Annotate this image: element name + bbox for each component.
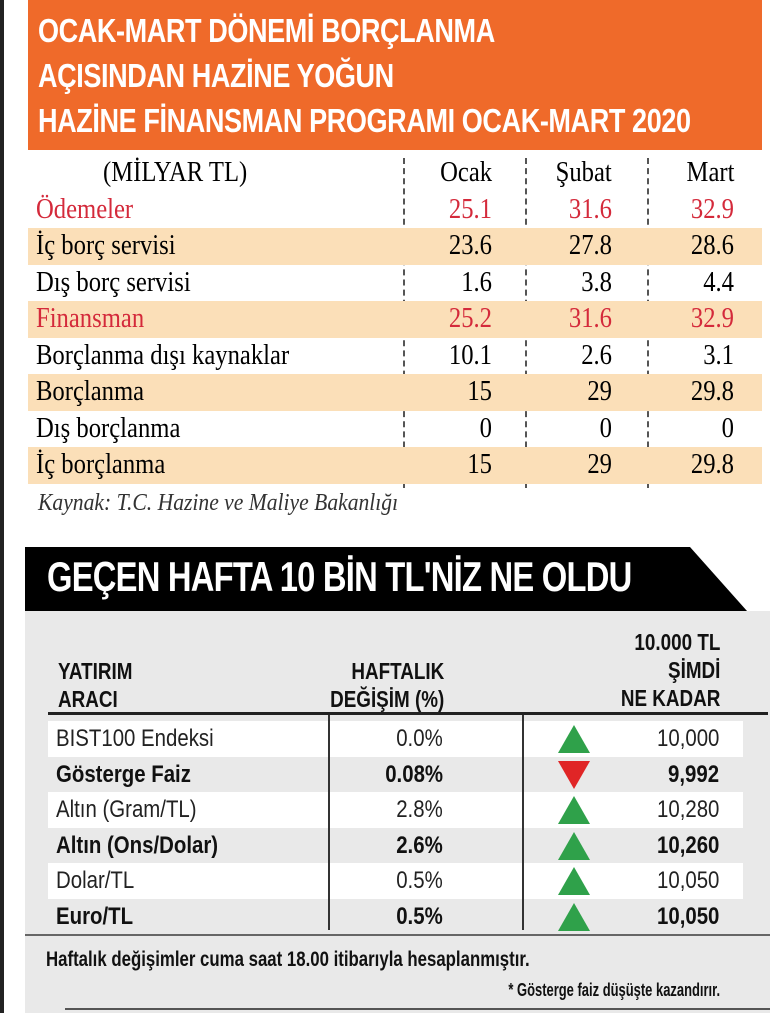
cell-value: 29.8 bbox=[690, 449, 734, 480]
column-header: Şubat bbox=[555, 157, 612, 188]
unit-label: (MİLYAR TL) bbox=[103, 157, 248, 188]
header-line-3: HAZİNE FİNANSMAN PROGRAMI OCAK-MART 2020 bbox=[38, 102, 691, 139]
current-value: 10,260 bbox=[656, 831, 719, 859]
financing-table: (MİLYAR TL) Ocak Şubat Mart Ödemeler 25.1… bbox=[28, 155, 762, 484]
footnote: * Gösterge faiz düşüşte kazandırır. bbox=[508, 980, 720, 1000]
cell-value: 0 bbox=[721, 412, 734, 444]
table-row: Ödemeler 25.1 31.6 32.9 bbox=[28, 192, 762, 229]
instrument-name: Altın (Ons/Dolar) bbox=[56, 831, 219, 859]
row-label: Borçlanma dışı kaynaklar bbox=[36, 339, 290, 371]
cell-value: 29 bbox=[587, 376, 612, 407]
header-line-1: OCAK-MART DÖNEMİ BORÇLANMA bbox=[38, 12, 495, 49]
table-row: Altın (Gram/TL) 2.8% 10,280 bbox=[48, 792, 743, 828]
instrument-name: BIST100 Endeksi bbox=[56, 725, 214, 752]
cell-value: 23.6 bbox=[448, 230, 492, 261]
row-label: Dış borç servisi bbox=[36, 266, 191, 298]
cell-value: 3.8 bbox=[581, 266, 612, 298]
weekly-change: 0.5% bbox=[396, 867, 443, 894]
weekly-change: 2.6% bbox=[396, 831, 443, 859]
cell-value: 15 bbox=[467, 376, 492, 407]
instrument-name: Gösterge Faiz bbox=[56, 760, 191, 788]
table-row: Finansman 25.2 31.6 32.9 bbox=[28, 301, 762, 338]
table-row: Euro/TL 0.5% 10,050 bbox=[48, 899, 743, 935]
column-header: Ocak bbox=[440, 157, 492, 188]
down-arrow-icon bbox=[558, 760, 590, 789]
up-arrow-icon bbox=[558, 796, 590, 824]
source-note: Kaynak: T.C. Hazine ve Maliye Bakanlığı bbox=[38, 490, 399, 516]
column-header: Mart bbox=[686, 157, 734, 188]
weekly-change: 0.0% bbox=[396, 725, 443, 752]
weekly-change: 0.5% bbox=[396, 902, 443, 930]
section-title: GEÇEN HAFTA 10 BİN TL'NİZ NE OLDU bbox=[47, 553, 632, 600]
cell-value: 29 bbox=[587, 449, 612, 480]
cell-value: 31.6 bbox=[568, 303, 612, 334]
up-arrow-icon bbox=[558, 867, 590, 895]
header-rule bbox=[48, 712, 768, 715]
row-label: İç borç servisi bbox=[36, 230, 176, 261]
cell-value: 27.8 bbox=[568, 230, 612, 261]
row-label: Finansman bbox=[36, 303, 145, 334]
cell-value: 32.9 bbox=[690, 303, 734, 334]
instrument-name: Euro/TL bbox=[56, 902, 134, 930]
cell-value: 0 bbox=[479, 412, 492, 444]
current-value: 10,050 bbox=[656, 902, 719, 930]
table-row: BIST100 Endeksi 0.0% 10,000 bbox=[48, 721, 743, 757]
cell-value: 32.9 bbox=[690, 193, 734, 225]
cell-value: 0 bbox=[599, 412, 612, 444]
current-value: 9,992 bbox=[667, 760, 719, 788]
current-value: 10,050 bbox=[656, 867, 719, 894]
up-arrow-icon bbox=[558, 902, 590, 931]
row-label: Ödemeler bbox=[36, 193, 134, 225]
table-row: Borçlanma dışı kaynaklar 10.1 2.6 3.1 bbox=[28, 338, 762, 375]
cell-value: 2.6 bbox=[581, 339, 612, 371]
table-row: İç borçlanma 15 29 29.8 bbox=[28, 447, 762, 484]
row-label: Borçlanma bbox=[36, 376, 145, 407]
up-arrow-icon bbox=[558, 831, 590, 860]
row-label: İç borçlanma bbox=[36, 449, 166, 480]
cell-value: 1.6 bbox=[461, 266, 492, 298]
bottom-rule bbox=[65, 1008, 770, 1010]
calculation-note: Haftalık değişimler cuma saat 18.00 itib… bbox=[46, 948, 530, 971]
cell-value: 31.6 bbox=[568, 193, 612, 225]
row-label: Dış borçlanma bbox=[36, 412, 181, 444]
table-row: Gösterge Faiz 0.08% 9,992 bbox=[48, 757, 743, 793]
cell-value: 4.4 bbox=[703, 266, 734, 298]
cell-value: 29.8 bbox=[690, 376, 734, 407]
table-row: Dış borç servisi 1.6 3.8 4.4 bbox=[28, 265, 762, 302]
table-row: İç borç servisi 23.6 27.8 28.6 bbox=[28, 228, 762, 265]
current-value: 10,280 bbox=[656, 796, 719, 823]
section-banner: GEÇEN HAFTA 10 BİN TL'NİZ NE OLDU bbox=[25, 547, 747, 611]
header-weekly-change: HAFTALIK DEĞİŞİM (%) bbox=[329, 658, 444, 712]
weekly-change: 2.8% bbox=[396, 796, 443, 823]
instrument-name: Altın (Gram/TL) bbox=[56, 796, 197, 823]
table-row: Dolar/TL 0.5% 10,050 bbox=[48, 863, 743, 899]
cell-value: 28.6 bbox=[690, 230, 734, 261]
cell-value: 25.1 bbox=[448, 193, 492, 225]
cell-value: 25.2 bbox=[448, 303, 492, 334]
cell-value: 3.1 bbox=[703, 339, 734, 371]
table-row: Altın (Ons/Dolar) 2.6% 10,260 bbox=[48, 828, 743, 864]
header-line-2: AÇISINDAN HAZİNE YOĞUN bbox=[38, 57, 394, 94]
weekly-change: 0.08% bbox=[385, 760, 443, 788]
cell-value: 10.1 bbox=[448, 339, 492, 371]
left-border bbox=[0, 0, 4, 1013]
column-divider bbox=[328, 715, 330, 930]
table-row: Borçlanma 15 29 29.8 bbox=[28, 374, 762, 411]
table-bottom-rule bbox=[25, 934, 770, 936]
instrument-name: Dolar/TL bbox=[56, 867, 135, 894]
header-current-value: 10.000 TL ŞİMDİ NE KADAR bbox=[620, 629, 720, 711]
header-instrument: YATIRIM ARACI bbox=[58, 658, 133, 712]
cell-value: 15 bbox=[467, 449, 492, 480]
header-banner: OCAK-MART DÖNEMİ BORÇLANMA AÇISINDAN HAZ… bbox=[28, 0, 762, 150]
table-row: Dış borçlanma 0 0 0 bbox=[28, 411, 762, 448]
table-header-row: (MİLYAR TL) Ocak Şubat Mart bbox=[28, 155, 762, 192]
current-value: 10,000 bbox=[656, 725, 719, 752]
column-divider bbox=[522, 715, 524, 930]
up-arrow-icon bbox=[558, 725, 590, 753]
